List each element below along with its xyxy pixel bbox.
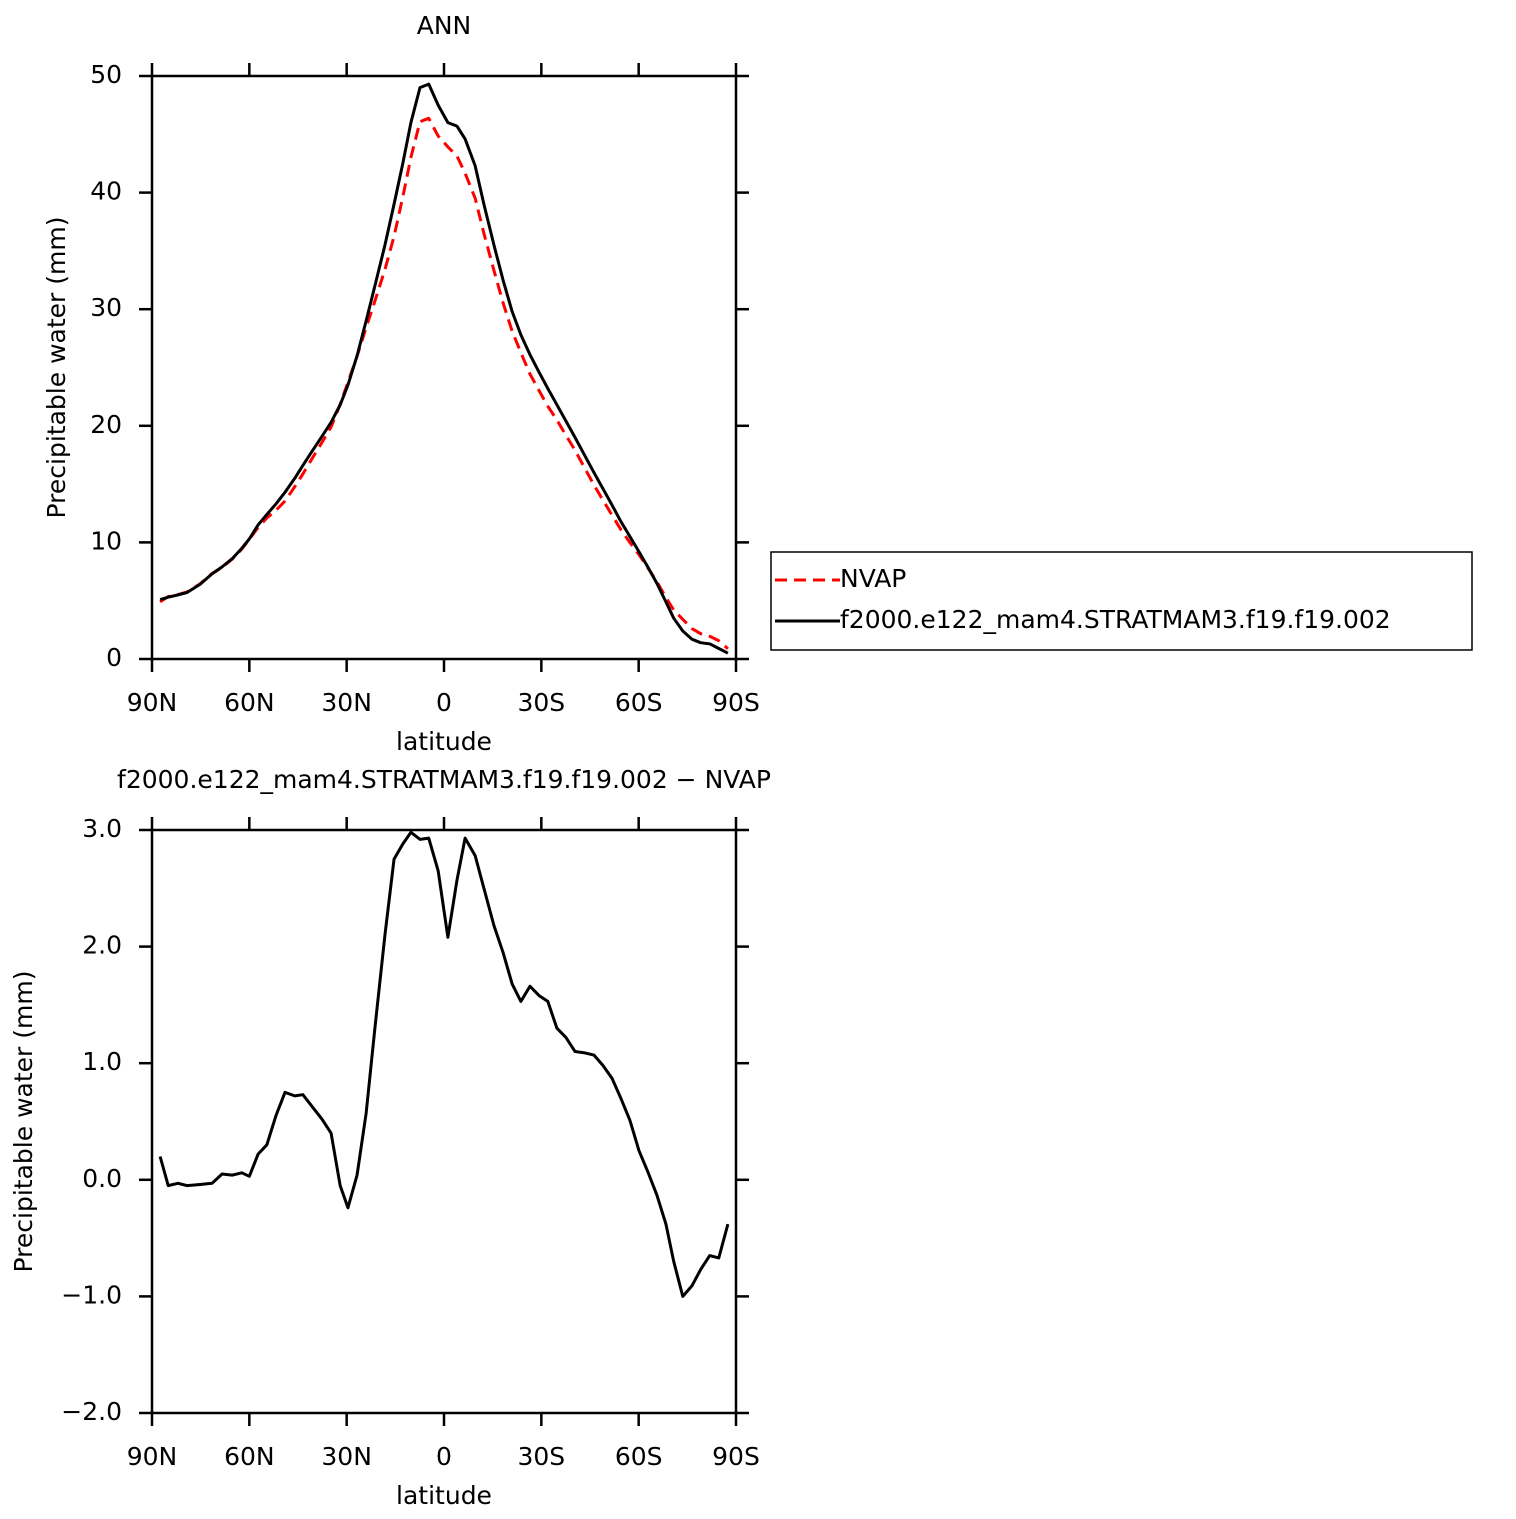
x-tick-label: 60N — [224, 688, 275, 717]
x-tick-label: 90S — [712, 688, 760, 717]
x-axis-label: latitude — [396, 727, 492, 756]
legend-label: NVAP — [840, 564, 906, 593]
y-tick-label: −2.0 — [61, 1397, 122, 1426]
y-tick-label: 3.0 — [82, 814, 122, 843]
x-axis-label: latitude — [396, 1481, 492, 1510]
x-tick-label: 30N — [321, 688, 372, 717]
x-tick-label: 90N — [127, 688, 178, 717]
y-tick-label: 10 — [90, 526, 122, 555]
y-tick-label: 40 — [90, 177, 122, 206]
x-tick-label: 0 — [436, 688, 452, 717]
plot-frame — [150, 828, 738, 1415]
y-tick-label: −1.0 — [61, 1280, 122, 1309]
legend-label: f2000.e122_mam4.STRATMAM3.f19.f19.002 — [840, 605, 1391, 634]
y-axis-label: Precipitable water (mm) — [42, 217, 71, 519]
y-tick-label: 0.0 — [82, 1164, 122, 1193]
chart-title: f2000.e122_mam4.STRATMAM3.f19.f19.002 − … — [117, 765, 771, 794]
x-tick-label: 60N — [224, 1442, 275, 1471]
x-tick-label: 60S — [615, 688, 663, 717]
data-line — [159, 82, 729, 655]
data-line — [158, 830, 730, 1298]
x-tick-label: 30N — [321, 1442, 372, 1471]
y-tick-label: 50 — [90, 60, 122, 89]
x-tick-label: 90N — [127, 1442, 178, 1471]
y-tick-label: 20 — [90, 410, 122, 439]
y-tick-label: 0 — [106, 643, 122, 672]
data-line — [159, 116, 729, 650]
x-tick-label: 30S — [517, 688, 565, 717]
legend-box — [770, 551, 1473, 651]
y-axis-label: Precipitable water (mm) — [9, 971, 38, 1273]
plot-frame — [150, 74, 738, 661]
chart-title: ANN — [417, 11, 472, 40]
y-tick-label: 30 — [90, 293, 122, 322]
x-tick-label: 30S — [517, 1442, 565, 1471]
x-tick-label: 60S — [615, 1442, 663, 1471]
x-tick-label: 0 — [436, 1442, 452, 1471]
y-tick-label: 1.0 — [82, 1047, 122, 1076]
x-tick-label: 90S — [712, 1442, 760, 1471]
y-tick-label: 2.0 — [82, 931, 122, 960]
